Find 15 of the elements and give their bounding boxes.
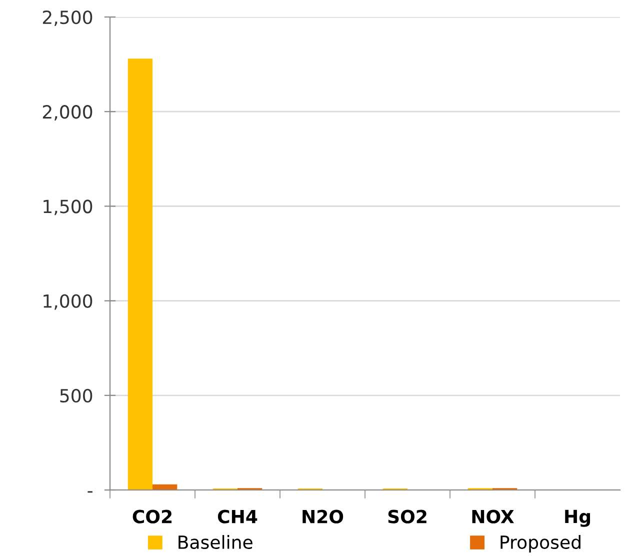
x-tick-label: Hg (565, 510, 590, 527)
x-tick-label: CO2 (132, 510, 172, 524)
bar (128, 58, 152, 490)
legend-label: Baseline (178, 535, 252, 550)
y-tick-label: 500 (60, 388, 92, 403)
y-tick-label: - (88, 491, 92, 493)
y-tick-label: 1,000 (44, 294, 92, 310)
y-tick-label: 2,500 (42, 10, 92, 26)
x-tick-label: CH4 (218, 510, 258, 524)
legend-label: Proposed (500, 535, 580, 553)
y-tick-label: 1,500 (44, 200, 92, 216)
x-tick-label: NOX (472, 510, 514, 524)
x-tick-label: SO2 (388, 510, 426, 524)
x-tick-label: N2O (302, 510, 344, 524)
y-tick-label: 2,000 (42, 105, 92, 121)
